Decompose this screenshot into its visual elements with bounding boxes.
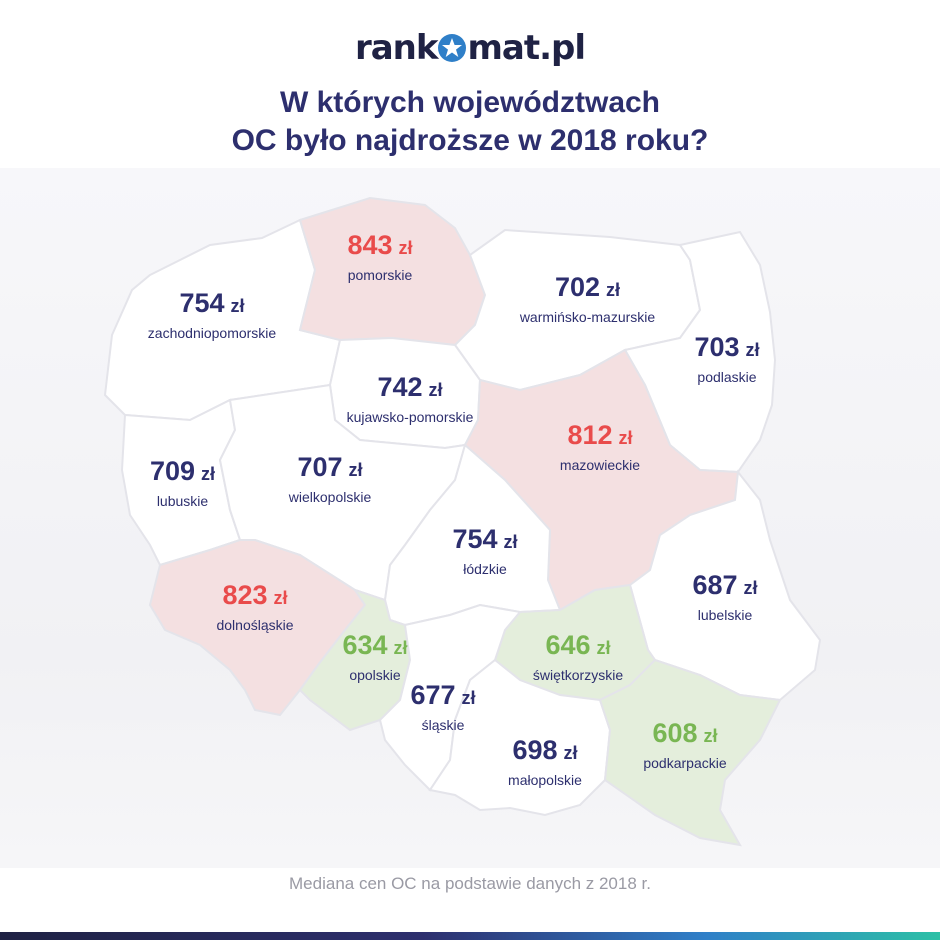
value-podlaskie: 703 zł bbox=[694, 332, 760, 362]
label-podlaskie: 703 zł podlaskie bbox=[672, 332, 782, 385]
name-opolskie: opolskie bbox=[349, 667, 401, 683]
value-dolnoslaskie: 823 zł bbox=[222, 580, 288, 610]
label-slaskie: 677 zł śląskie bbox=[393, 680, 493, 733]
value-slaskie: 677 zł bbox=[410, 680, 476, 710]
value-zachodniopomorskie: 754 zł bbox=[179, 288, 245, 318]
label-lubuskie: 709 zł lubuskie bbox=[130, 456, 235, 509]
region-malopolskie[interactable] bbox=[428, 658, 612, 817]
name-pomorskie: pomorskie bbox=[347, 267, 413, 283]
name-mazowieckie: mazowieckie bbox=[559, 457, 641, 473]
name-kujawsko-pomorskie: kujawsko-pomorskie bbox=[346, 409, 474, 425]
name-slaskie: śląskie bbox=[421, 717, 465, 733]
label-podkarpackie: 608 zł podkarpackie bbox=[630, 718, 740, 771]
name-lodzkie: łódzkie bbox=[463, 561, 507, 577]
label-zachodniopomorskie: 754 zł zachodniopomorskie bbox=[122, 288, 302, 341]
name-lubuskie: lubuskie bbox=[156, 493, 209, 509]
label-opolskie: 634 zł opolskie bbox=[325, 630, 425, 683]
value-warminsko-mazurskie: 702 zł bbox=[554, 272, 621, 302]
region-opolskie[interactable] bbox=[298, 588, 412, 732]
value-kujawsko-pomorskie: 742 zł bbox=[377, 372, 443, 402]
label-warminsko-mazurskie: 702 zł warmińsko-mazurskie bbox=[500, 272, 675, 325]
value-podkarpackie: 608 zł bbox=[652, 718, 718, 748]
name-dolnoslaskie: dolnośląskie bbox=[216, 617, 294, 633]
value-wielkopolskie: 707 zł bbox=[297, 452, 363, 482]
label-dolnoslaskie: 823 zł dolnośląskie bbox=[195, 580, 315, 633]
name-wielkopolskie: wielkopolskie bbox=[288, 489, 372, 505]
logo: rank mat.pl bbox=[354, 28, 586, 68]
name-zachodniopomorskie: zachodniopomorskie bbox=[147, 325, 277, 341]
value-mazowieckie: 812 zł bbox=[567, 420, 633, 450]
value-lubelskie: 687 zł bbox=[692, 570, 758, 600]
value-pomorskie: 843 zł bbox=[347, 230, 413, 260]
title-line-2: OC było najdroższe w 2018 roku? bbox=[231, 124, 709, 157]
value-lubuskie: 709 zł bbox=[149, 456, 216, 486]
value-swietokrzyskie: 646 zł bbox=[545, 630, 611, 660]
label-lodzkie: 754 zł łódzkie bbox=[430, 524, 540, 577]
region-podkarpackie[interactable] bbox=[598, 658, 782, 847]
name-lubelskie: lubelskie bbox=[697, 607, 753, 623]
value-malopolskie: 698 zł bbox=[512, 735, 578, 765]
page-title: W których województwach OC było najdrożs… bbox=[0, 84, 940, 160]
label-lubelskie: 687 zł lubelskie bbox=[670, 570, 780, 623]
name-warminsko-mazurskie: warmińsko-mazurskie bbox=[519, 309, 656, 325]
label-malopolskie: 698 zł małopolskie bbox=[490, 735, 600, 788]
label-mazowieckie: 812 zł mazowieckie bbox=[540, 420, 660, 473]
label-pomorskie: 843 zł pomorskie bbox=[300, 230, 460, 283]
title-line-1: W których województwach bbox=[279, 86, 661, 119]
caption: Mediana cen OC na podstawie danych z 201… bbox=[289, 874, 651, 893]
value-lodzkie: 754 zł bbox=[452, 524, 518, 554]
name-podkarpackie: podkarpackie bbox=[643, 755, 727, 771]
name-podlaskie: podlaskie bbox=[697, 369, 757, 385]
bottom-gradient-bar bbox=[0, 932, 940, 940]
label-swietokrzyskie: 646 zł świętkorzyskie bbox=[508, 630, 648, 683]
label-kujawsko-pomorskie: 742 zł kujawsko-pomorskie bbox=[330, 372, 490, 425]
label-wielkopolskie: 707 zł wielkopolskie bbox=[270, 452, 390, 505]
name-malopolskie: małopolskie bbox=[508, 772, 582, 788]
star-icon bbox=[438, 34, 467, 62]
name-swietokrzyskie: świętkorzyskie bbox=[532, 667, 624, 683]
value-opolskie: 634 zł bbox=[342, 630, 408, 660]
